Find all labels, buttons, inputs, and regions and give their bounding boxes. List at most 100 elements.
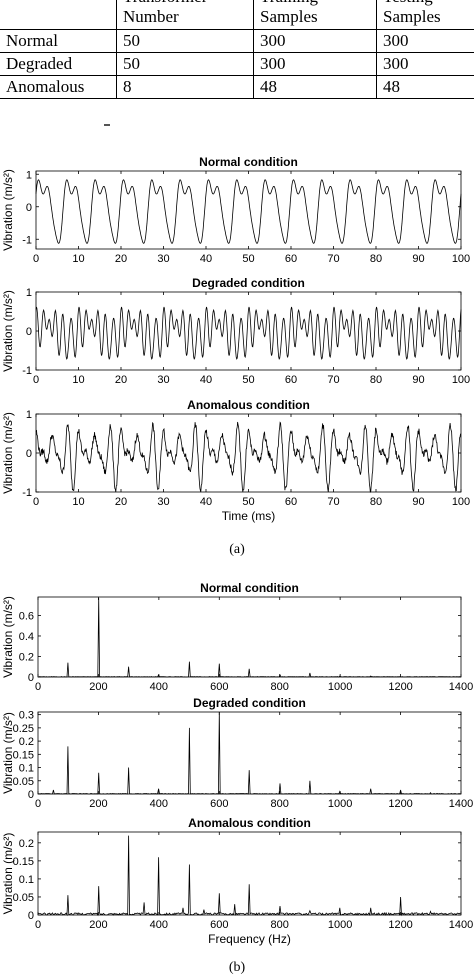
series-line [37, 711, 461, 795]
x-tick-label: 60 [285, 253, 297, 265]
series-line [35, 306, 462, 360]
table-row: Degraded 50 300 300 [0, 52, 474, 76]
y-tick-label: -1 [22, 365, 32, 377]
x-tick-label: 600 [210, 681, 228, 693]
samples-table: Transformer Number Training Samples Test… [0, 0, 474, 99]
x-tick-label: 600 [210, 919, 228, 931]
header-cell: Transformer Number [116, 0, 254, 30]
y-tick-label: 1 [26, 169, 32, 181]
x-tick-label: 1000 [328, 919, 352, 931]
x-tick-label: 70 [327, 496, 339, 508]
x-tick-label: 200 [89, 919, 107, 931]
caption-b: (b) [228, 960, 246, 975]
y-axis-label: Vibration (m/s²) [1, 833, 15, 915]
x-tick-label: 80 [370, 253, 382, 265]
figure-b-spectra: Normal condition 0 200 400 600 800 1000 1200 140… [1, 581, 473, 946]
panel-title: Degraded condition [193, 696, 306, 710]
x-tick-label: 0 [35, 681, 41, 693]
y-tick-label: 0.1 [19, 763, 34, 775]
x-tick-label: 40 [200, 374, 212, 386]
y-tick-label: 0 [28, 910, 34, 922]
y-tick-label: 0.2 [19, 838, 34, 850]
x-tick-label: 1200 [388, 798, 412, 810]
y-tick-label: 1 [26, 409, 32, 421]
y-tick-label: -1 [22, 234, 32, 246]
x-tick-label: 200 [89, 798, 107, 810]
series-line [38, 597, 461, 678]
y-tick-label: 0 [28, 789, 34, 801]
y-tick-label: 0.2 [19, 736, 34, 748]
x-tick-label: 0 [33, 496, 39, 508]
table-cell: Degraded [0, 52, 117, 76]
x-tick-label: 400 [150, 919, 168, 931]
x-tick-label: 70 [327, 253, 339, 265]
x-tick-label: 0 [35, 798, 41, 810]
table-cell: Normal [0, 29, 117, 53]
table-cell: Anomalous [0, 75, 117, 99]
y-tick-label: 0 [26, 326, 32, 338]
table-cell: 48 [253, 75, 377, 99]
x-tick-label: 70 [327, 374, 339, 386]
x-tick-label: 10 [72, 374, 84, 386]
series-line [35, 421, 462, 494]
y-tick-label: 0.15 [13, 749, 34, 761]
panel-title: Anomalous condition [188, 816, 311, 830]
y-tick-label: 0 [28, 672, 34, 684]
x-tick-label: 80 [370, 374, 382, 386]
x-tick-label: 0 [33, 374, 39, 386]
table-cell: 300 [253, 52, 377, 76]
x-axis-label: Time (ms) [222, 509, 276, 523]
x-tick-label: 80 [370, 496, 382, 508]
x-tick-label: 100 [452, 374, 470, 386]
y-tick-label: 0.05 [13, 892, 34, 904]
x-tick-label: 30 [157, 253, 169, 265]
x-tick-label: 600 [210, 798, 228, 810]
header-cell: Testing Samples [376, 0, 474, 30]
table-header-row: Transformer Number Training Samples Test… [0, 0, 474, 30]
table-cell: 50 [116, 52, 254, 76]
x-tick-label: 400 [150, 798, 168, 810]
x-tick-label: 20 [115, 374, 127, 386]
stray-mark [104, 124, 110, 126]
y-axis-label: Vibration (m/s²) [1, 712, 15, 794]
y-tick-label: 0 [26, 202, 32, 214]
table-cell: 48 [376, 75, 474, 99]
y-tick-label: 0.4 [19, 631, 34, 643]
header-cell: Training Samples [253, 0, 377, 30]
x-tick-label: 50 [242, 253, 254, 265]
y-axis-label: Vibration (m/s²) [1, 290, 15, 372]
series-line [37, 835, 461, 917]
x-tick-label: 0 [35, 919, 41, 931]
x-tick-label: 50 [242, 496, 254, 508]
caption-a: (a) [229, 542, 245, 557]
table-cell: 50 [116, 29, 254, 53]
x-tick-label: 60 [285, 496, 297, 508]
x-tick-label: 400 [150, 681, 168, 693]
y-tick-label: 0.25 [13, 723, 34, 735]
x-tick-label: 90 [412, 253, 424, 265]
table-row: Anomalous 8 48 48 [0, 75, 474, 99]
x-tick-label: 40 [200, 253, 212, 265]
y-tick-label: 0.3 [19, 710, 34, 722]
y-tick-label: 0.6 [19, 610, 34, 622]
panel-title: Normal condition [199, 155, 298, 169]
x-axis-label: Frequency (Hz) [208, 932, 291, 946]
x-tick-label: 1200 [388, 681, 412, 693]
x-tick-label: 10 [72, 496, 84, 508]
x-tick-label: 90 [412, 496, 424, 508]
x-tick-label: 30 [157, 496, 169, 508]
table-row: Normal 50 300 300 [0, 29, 474, 53]
y-axis-label: Vibration (m/s²) [1, 596, 15, 678]
x-tick-label: 800 [271, 919, 289, 931]
x-tick-label: 40 [200, 496, 212, 508]
series-line [35, 179, 462, 244]
y-axis-label: Vibration (m/s²) [1, 169, 15, 251]
y-tick-label: 0.2 [19, 651, 34, 663]
table-cell: 8 [116, 75, 254, 99]
plot-frame [37, 711, 462, 795]
plot-frame [37, 596, 462, 678]
panel-title: Degraded condition [192, 276, 305, 290]
plot-frame [35, 170, 462, 250]
x-tick-label: 1200 [388, 919, 412, 931]
